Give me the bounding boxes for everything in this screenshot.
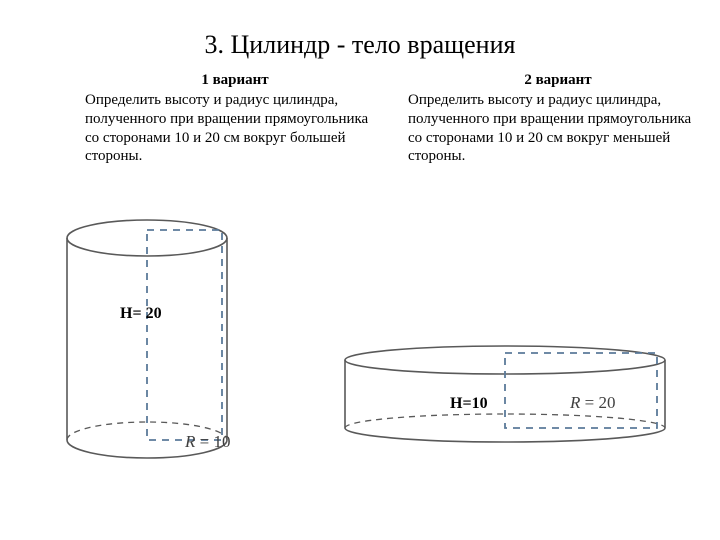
- variant-2-body: Определить высоту и радиус цилиндра, пол…: [408, 91, 708, 166]
- cylinder-1-radius-label: R = 10: [185, 432, 230, 452]
- cylinder-2: [330, 338, 690, 478]
- variant-1: 1 вариант Определить высоту и радиус цил…: [85, 72, 385, 166]
- cylinder-2-height-label: H=10: [450, 395, 488, 413]
- page-title: 3. Цилиндр - тело вращения: [0, 30, 720, 60]
- cylinder-1-height-label: H= 20: [120, 305, 162, 323]
- variant-2: 2 вариант Определить высоту и радиус цил…: [408, 72, 708, 166]
- variant-1-body: Определить высоту и радиус цилиндра, пол…: [85, 91, 385, 166]
- variant-2-heading: 2 вариант: [408, 72, 708, 89]
- variant-1-heading: 1 вариант: [85, 72, 385, 89]
- cylinder-2-radius-label: R = 20: [570, 393, 615, 413]
